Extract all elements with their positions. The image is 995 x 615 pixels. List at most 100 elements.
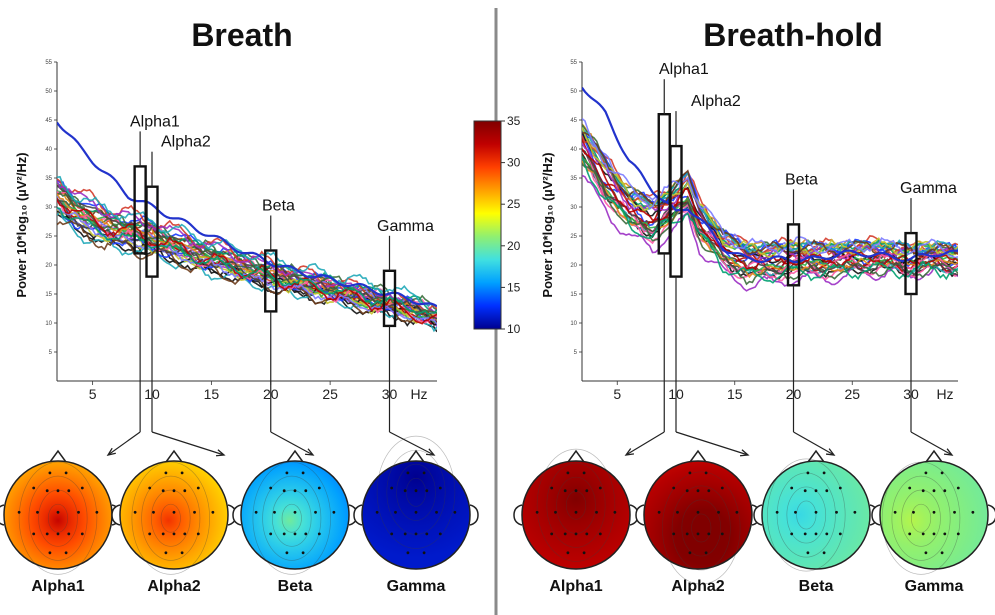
electrode-dot [406,551,410,555]
electrode-dot [953,510,956,514]
y-tick-label: 35 [570,176,577,182]
electrode-dot [172,532,176,536]
electrode-dot [406,471,410,475]
right-x-axis-label: Hz [936,386,953,402]
electrode-dot [720,486,724,490]
left-x-axis-label: Hz [410,386,427,402]
y-tick-label: 45 [45,118,52,124]
topomap: Beta [232,449,358,595]
x-tick-label: 25 [844,386,860,402]
contour-line [881,461,961,575]
contour-line [786,486,827,544]
contour-line [681,499,722,557]
x-tick-label: 5 [89,386,97,402]
electrode-dot [172,489,176,493]
electrode-dot [304,532,308,536]
electrode-dot [17,510,21,514]
colorbar-tick-label: 10 [507,322,521,336]
band-label: Beta [785,171,818,188]
electrode-dot [269,486,273,490]
colorbar-tick-label: 15 [507,280,521,294]
nose [49,449,67,463]
topomap: Beta [753,449,879,595]
contour-line [910,503,932,533]
electrode-dot [45,489,49,493]
electrode-dot [921,489,925,493]
electrode-dot [269,532,273,536]
electrode-dot [717,510,720,514]
electrode-dot [685,489,689,493]
band-arrow-line [910,431,953,456]
band-arrowhead [106,447,116,456]
contour-line [796,500,817,530]
topomap-head [3,460,113,570]
contour-line [671,485,731,571]
electrode-dot [414,532,418,536]
electrode-dot [273,510,276,514]
topomap: Gamma [353,435,479,595]
contour-line [160,503,181,533]
y-tick-label: 30 [45,205,52,211]
electrode-dot [80,532,84,536]
electrode-dot [943,532,947,536]
electrode-dot [835,510,838,514]
electrode-dot [180,551,184,555]
nose [807,449,825,463]
spectrum-lines [57,121,437,333]
electrode-dot [595,510,598,514]
y-tick-label: 15 [570,292,577,298]
left-title: Breath [191,17,292,53]
electrode-dot [45,532,49,536]
electrode-dot [282,532,286,536]
band-arrowhead [304,448,315,456]
electrode-dot [403,532,407,536]
nose [689,449,707,463]
electrode-dot [790,486,794,490]
electrode-dot [838,486,842,490]
ear-left [353,504,363,526]
electrode-dot [806,471,810,475]
electrode-dot [574,510,578,514]
electrode-dot [582,471,586,475]
electrode-dot [56,489,60,493]
electrode-dot [161,532,165,536]
electrode-dot [794,510,797,514]
y-tick-label: 55 [45,60,52,66]
electrode-dot [825,489,829,493]
contour-line [901,489,941,547]
electrode-dot [672,532,676,536]
y-tick-label: 20 [570,263,577,269]
electrode-dot [152,510,155,514]
electrode-dot [414,489,418,493]
electrode-dot [32,532,36,536]
electrode-dot [775,510,779,514]
electrode-dot [56,510,60,514]
electrode-dot [304,489,308,493]
electrode-dot [908,486,912,490]
topomap-label: Gamma [905,578,964,595]
contour-line [396,463,436,521]
electrode-dot [550,532,554,536]
electrode-dot [707,532,711,536]
left-y-axis-label: Power 10*log₁₀ (µV²/Hz) [14,152,29,297]
electrode-dot [390,532,394,536]
electrode-dot [822,471,826,475]
topomap-label: Alpha1 [31,578,84,595]
electrode-dot [932,489,936,493]
contour-line [18,461,98,575]
electrode-dot [585,532,589,536]
electrode-dot [64,551,68,555]
y-tick-label: 45 [570,118,577,124]
electrode-dot [696,532,700,536]
y-tick-label: 50 [570,89,577,95]
electrode-dot [735,510,739,514]
electrode-dot [940,551,944,555]
electrode-dot [704,551,708,555]
electrode-dot [893,510,897,514]
electrode-dot [32,486,36,490]
band-arrowhead [624,448,635,456]
electrode-dot [685,532,689,536]
right-title: Breath-hold [703,17,883,53]
electrode-dot [148,532,152,536]
electrode-dot [183,532,187,536]
